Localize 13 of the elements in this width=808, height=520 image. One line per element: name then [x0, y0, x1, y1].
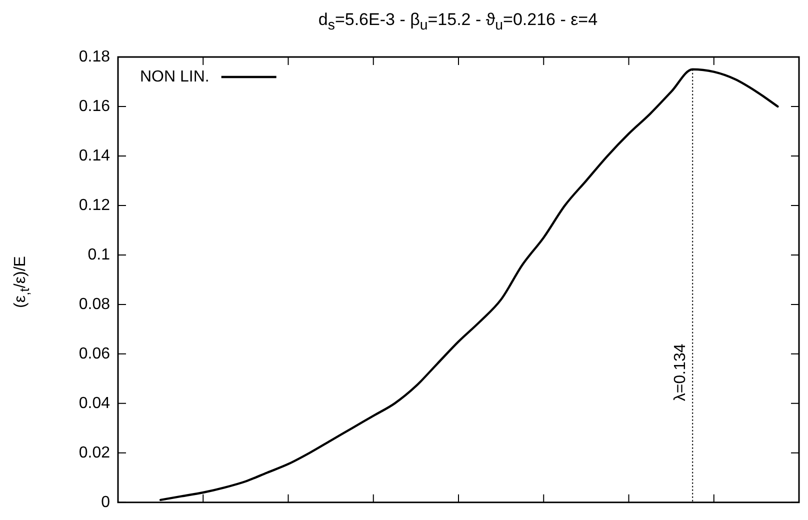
y-tick-label: 0.02	[78, 444, 110, 462]
y-tick-label: 0.14	[78, 147, 110, 164]
legend-label: NON LIN.	[140, 68, 210, 86]
chart-title: d$_{s}$=5.6E-3 - β$_{u}$=15.2 - ϑ$_{u}$=0.216 - ε=4	[317, 10, 599, 34]
y-tick-label: 0.12	[78, 196, 110, 214]
annotation: λ=0.134	[672, 344, 689, 402]
y-tick-label: 0.04	[78, 394, 110, 412]
y-tick-label: 0.18	[78, 48, 110, 66]
y-tick-label: 0.08	[78, 296, 110, 313]
y-tick-label: 0.1	[88, 246, 110, 264]
y-tick-label: 0.16	[78, 98, 110, 115]
y-tick-label: 0	[101, 494, 110, 511]
y-tick-label: 0.06	[78, 345, 110, 362]
